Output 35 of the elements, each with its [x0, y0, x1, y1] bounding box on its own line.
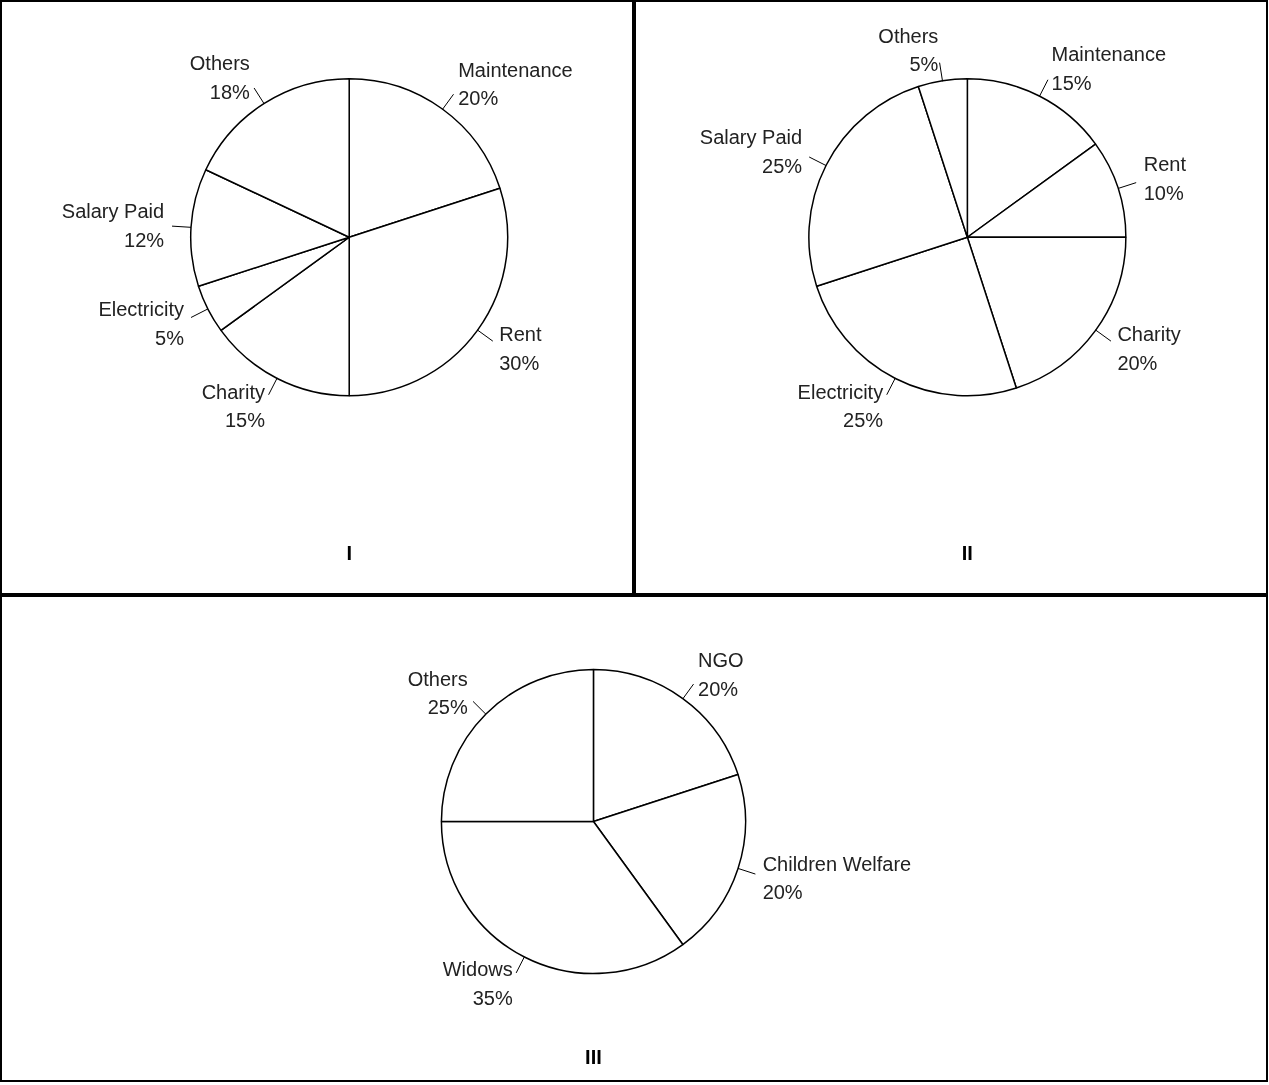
- data-label: 15%: [1051, 71, 1092, 94]
- data-label: 20%: [458, 87, 499, 110]
- slice-label: Salary Paid: [699, 125, 803, 148]
- data-label: 30%: [499, 351, 540, 374]
- data-label: 20%: [1117, 351, 1158, 374]
- slice-label: NGO: [698, 648, 744, 671]
- text: III: [585, 1045, 602, 1068]
- data-label: 35%: [472, 987, 513, 1010]
- data-label: 5%: [909, 53, 939, 76]
- slice-label: Others: [878, 24, 939, 47]
- slice-label: Rent: [499, 323, 542, 346]
- slice-label: Maintenance: [458, 58, 573, 81]
- data-label: 20%: [762, 881, 803, 904]
- data-label: 25%: [843, 409, 884, 432]
- data-label: 12%: [124, 228, 165, 251]
- slice-label: Children Welfare: [762, 852, 912, 875]
- slice-label: Others: [189, 52, 250, 75]
- data-label: 10%: [1143, 182, 1184, 205]
- data-label: 20%: [698, 677, 739, 700]
- slice-label: Charity: [201, 380, 266, 403]
- slice-label: Widows: [442, 958, 513, 981]
- slice-label: Charity: [1117, 323, 1181, 346]
- data-label: 15%: [224, 409, 266, 432]
- slice-label: Others: [407, 667, 468, 690]
- slice-label: Electricity: [797, 380, 884, 403]
- slice-label: Maintenance: [1051, 43, 1167, 66]
- slice-label: Salary Paid: [61, 200, 165, 223]
- slice-label: Rent: [1143, 153, 1187, 176]
- slice-label: Electricity: [98, 297, 184, 320]
- data-label: 5%: [155, 326, 185, 349]
- text: II: [961, 541, 973, 564]
- data-label: 25%: [762, 154, 803, 177]
- text: I: [346, 541, 352, 564]
- data-label: 18%: [209, 80, 251, 103]
- data-label: 25%: [427, 696, 468, 719]
